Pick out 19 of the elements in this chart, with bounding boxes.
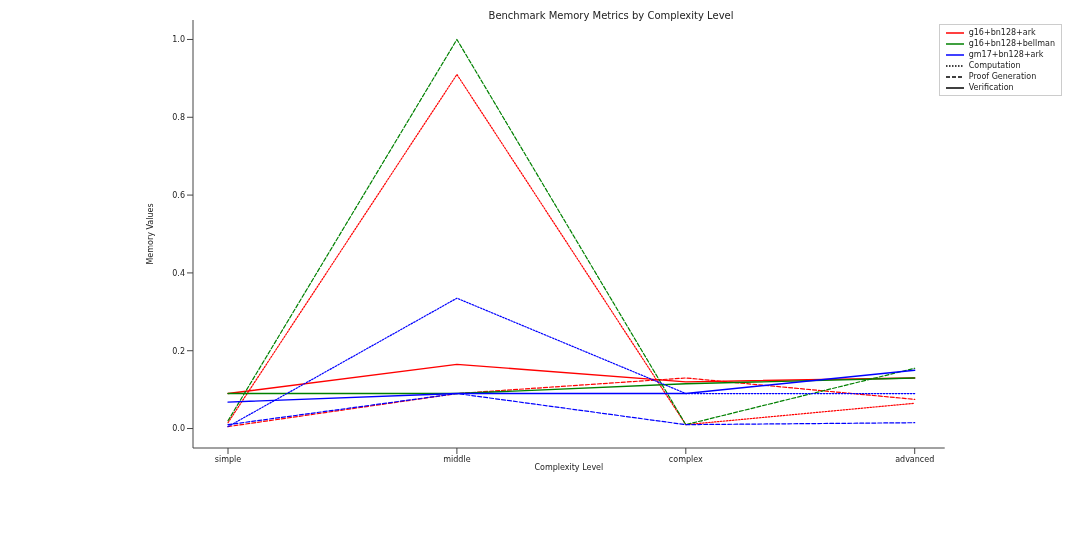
x-axis-title: Complexity Level [534, 463, 604, 472]
legend-label: Verification [968, 82, 1014, 93]
y-tick-label: 0.2 [172, 346, 185, 356]
legend-label: gm17+bn128+ark [968, 49, 1044, 60]
y-tick-label: 0.6 [172, 190, 185, 200]
y-tick-label: 0.4 [172, 268, 185, 278]
x-tick-label: advanced [895, 454, 935, 464]
y-axis-title: Memory Values [145, 203, 155, 265]
legend-label: Proof Generation [968, 71, 1037, 82]
legend-label: Computation [968, 60, 1021, 71]
legend-label: g16+bn128+bellman [968, 38, 1055, 49]
y-tick-label: 0.8 [172, 113, 185, 123]
chart-title: Benchmark Memory Metrics by Complexity Level [487, 10, 735, 21]
y-tick-label: 0.0 [172, 424, 185, 434]
x-tick-label: middle [443, 454, 471, 464]
x-tick-label: simple [214, 454, 242, 464]
y-tick-label: 1.0 [172, 35, 185, 45]
x-tick-label: complex [668, 454, 704, 464]
legend-label: g16+bn128+ark [968, 27, 1036, 38]
